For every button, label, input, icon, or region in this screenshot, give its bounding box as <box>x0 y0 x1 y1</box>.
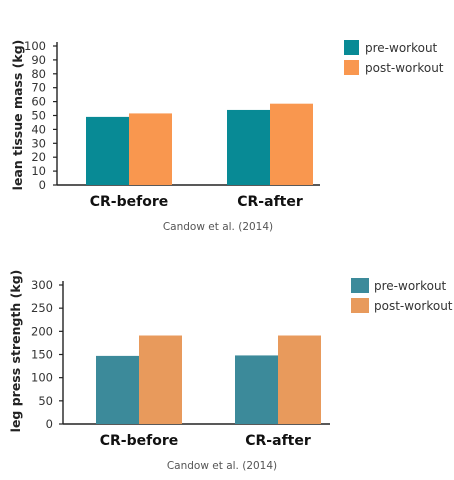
y-tick-label: 10 <box>31 164 46 178</box>
x-category-label: CR-before <box>100 433 179 449</box>
y-axis-label: lean tissue mass (kg) <box>10 40 25 191</box>
y-tick-label: 50 <box>31 109 46 123</box>
y-tick-label: 60 <box>31 95 46 109</box>
y-tick-label: 40 <box>31 122 46 136</box>
legend-swatch-pre-workout <box>351 278 369 293</box>
chart-bottom: 0 50 100 150 200 250 300 leg press strength (kg… <box>8 270 453 472</box>
y-tick-label: 20 <box>31 150 46 164</box>
y-tick-label: 0 <box>39 178 46 192</box>
y-tick-label: 100 <box>31 371 53 385</box>
y-tick-label: 70 <box>31 81 46 95</box>
bar-post-workout-CR-after <box>278 335 321 424</box>
legend-label: post-workout <box>374 299 453 313</box>
chart-caption: Candow et al. (2014) <box>167 460 277 472</box>
bar-pre-workout-CR-before <box>96 355 139 424</box>
bar-post-workout-CR-before <box>129 113 172 185</box>
y-tick-label: 200 <box>31 324 53 338</box>
legend-label: pre-workout <box>365 41 438 55</box>
y-tick-label: 300 <box>31 278 53 292</box>
y-tick-label: 150 <box>31 348 53 362</box>
x-category-label: CR-after <box>237 194 303 210</box>
legend-swatch-pre-workout <box>344 40 359 55</box>
x-category-label: CR-before <box>90 194 169 210</box>
legend-label: pre-workout <box>374 279 447 293</box>
y-tick-label: 30 <box>31 136 46 150</box>
bar-pre-workout-CR-before <box>86 116 129 185</box>
y-tick-label: 100 <box>24 39 46 53</box>
y-tick-label: 90 <box>31 53 46 67</box>
y-tick-label: 250 <box>31 301 53 315</box>
bar-post-workout-CR-after <box>270 103 313 185</box>
legend-swatch-post-workout <box>351 298 369 313</box>
y-tick-label: 0 <box>46 417 53 431</box>
legend-swatch-post-workout <box>344 60 359 75</box>
y-tick-label: 80 <box>31 67 46 81</box>
chart-caption: Candow et al. (2014) <box>163 221 273 233</box>
bar-post-workout-CR-before <box>139 335 182 424</box>
y-axis-label: leg press strength (kg) <box>8 270 23 433</box>
y-tick-label: 50 <box>38 394 53 408</box>
x-category-label: CR-after <box>245 433 311 449</box>
legend-label: post-workout <box>365 61 444 75</box>
bar-pre-workout-CR-after <box>235 355 278 424</box>
bar-pre-workout-CR-after <box>227 109 270 185</box>
